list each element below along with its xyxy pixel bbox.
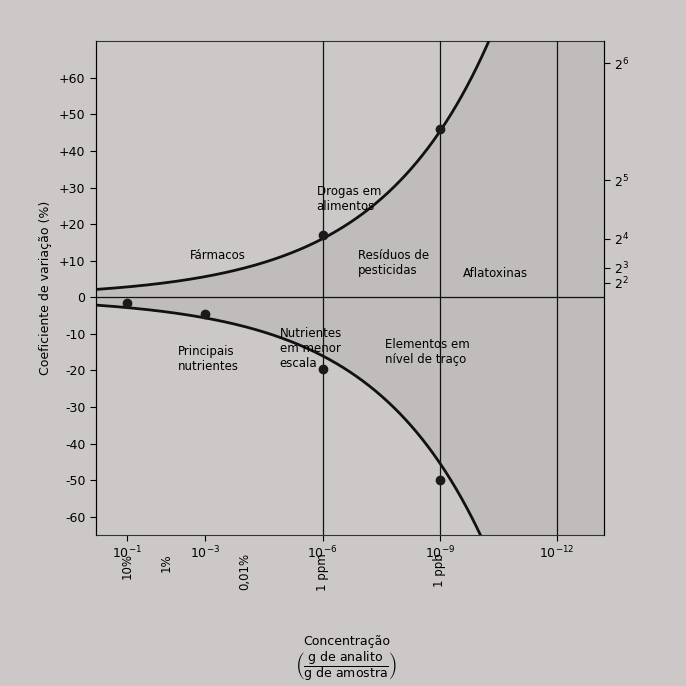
Text: Aflatoxinas: Aflatoxinas: [463, 267, 528, 280]
Text: Concentração: Concentração: [303, 635, 390, 648]
Text: Principais
nutrientes: Principais nutrientes: [178, 345, 239, 372]
Text: Nutrientes
em menor
escala: Nutrientes em menor escala: [280, 327, 342, 370]
Text: Fármacos: Fármacos: [190, 249, 246, 261]
Text: 1 ppb: 1 ppb: [433, 554, 446, 587]
Text: Resíduos de
pesticidas: Resíduos de pesticidas: [357, 248, 429, 276]
Text: 1%: 1%: [160, 554, 173, 572]
Text: 10%: 10%: [121, 554, 134, 580]
Text: 0,01%: 0,01%: [238, 554, 251, 591]
Y-axis label: Coeficiente de variação (%): Coeficiente de variação (%): [39, 201, 52, 375]
Text: 1 ppm: 1 ppm: [316, 554, 329, 591]
Text: Drogas em
alimentos: Drogas em alimentos: [317, 185, 381, 213]
Text: $\left(\dfrac{\mathrm{g\ de\ analito}}{\mathrm{g\ de\ amostra}}\right)$: $\left(\dfrac{\mathrm{g\ de\ analito}}{\…: [296, 649, 397, 683]
Text: Elementos em
nível de traço: Elementos em nível de traço: [385, 338, 470, 366]
